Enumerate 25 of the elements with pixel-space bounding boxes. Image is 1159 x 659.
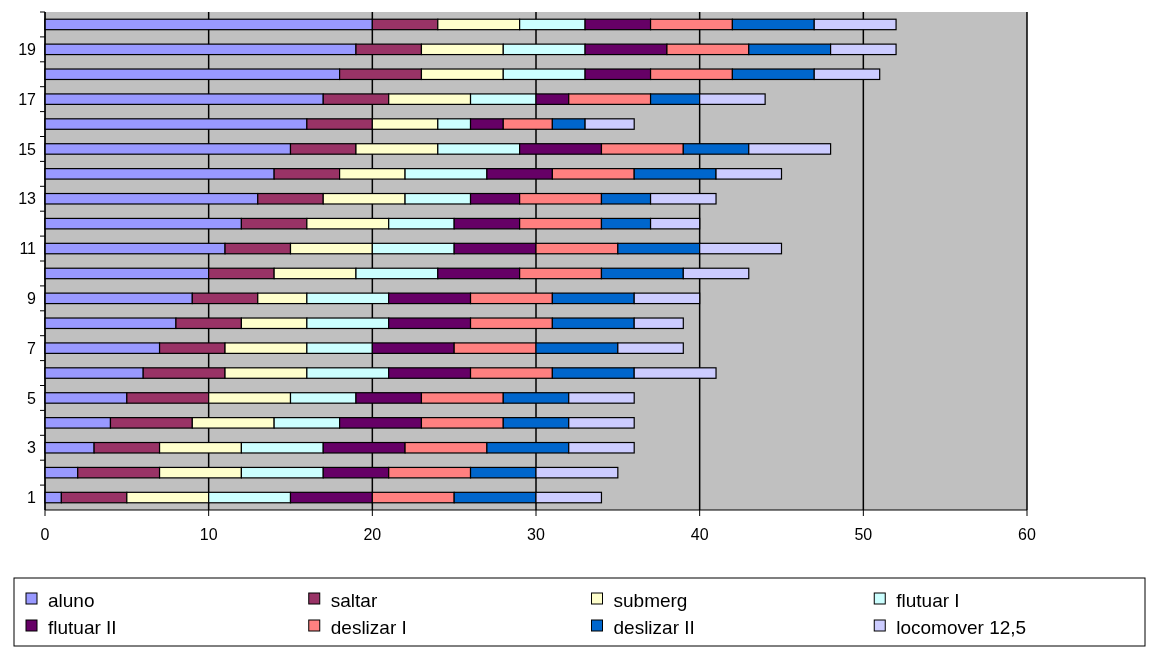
y-tick-label: 13 (18, 190, 37, 208)
y-tick-label: 3 (27, 439, 37, 457)
x-tick-label: 10 (199, 526, 218, 543)
y-tick-label: 7 (27, 339, 37, 357)
y-tick-label: 5 (27, 389, 37, 407)
x-tick-label: 30 (527, 526, 545, 543)
legend-label: flutuar I (896, 589, 960, 611)
legend-label: saltar (330, 589, 378, 611)
y-tick-label: 9 (27, 289, 37, 307)
x-tick-label: 40 (690, 526, 709, 543)
y-tick-label: 11 (19, 240, 37, 258)
y-tick-label: 17 (18, 90, 37, 108)
legend-label: flutuar II (48, 616, 117, 638)
x-tick-label: 0 (40, 526, 50, 543)
x-tick-label: 50 (854, 526, 873, 543)
x-tick-label: 20 (363, 526, 382, 543)
y-tick-label: 15 (18, 140, 37, 158)
x-tick-label: 60 (1018, 526, 1036, 543)
legend-label: aluno (48, 589, 95, 611)
y-tick-label: 19 (18, 40, 37, 58)
legend-label: deslizar I (330, 616, 407, 638)
legend-label: submerg (613, 589, 688, 611)
y-tick-label: 1 (27, 489, 37, 507)
legend-label: locomover 12,5 (896, 616, 1027, 638)
legend-label: deslizar II (613, 616, 695, 638)
